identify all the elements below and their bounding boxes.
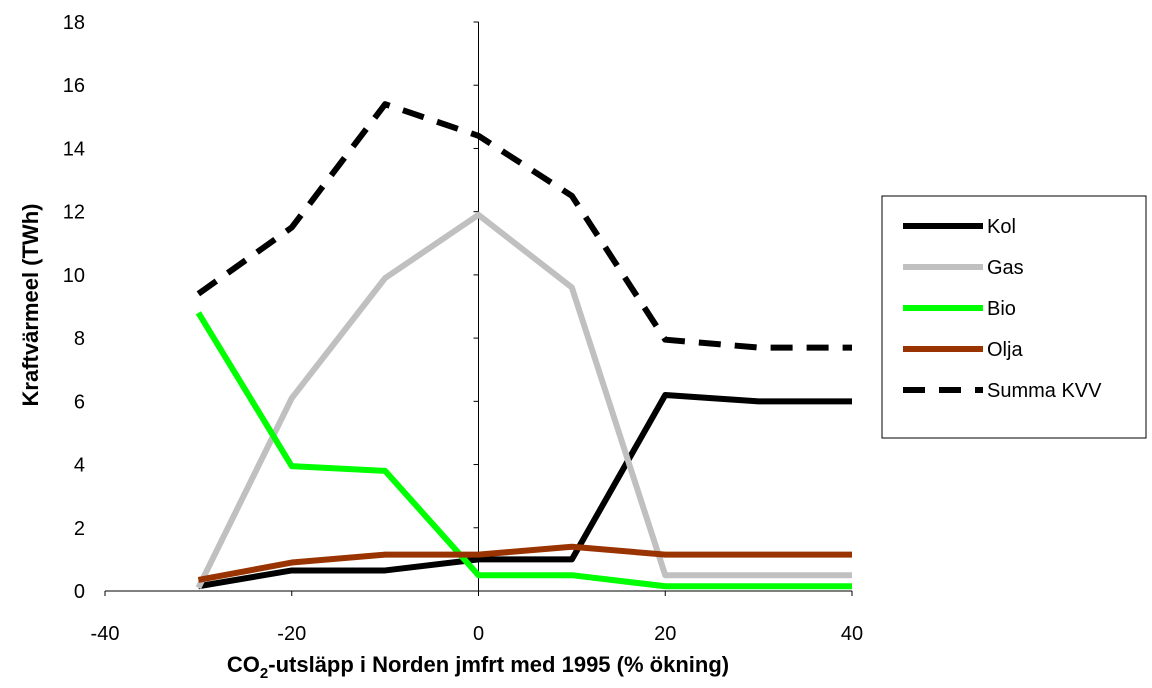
legend: Kol Gas Bio Olja Summa KVV — [881, 195, 1147, 439]
y-tick-label: 10 — [63, 265, 85, 287]
series-group — [195, 101, 852, 590]
x-axis-title-subscript: 2 — [260, 665, 268, 682]
series-line-summa-kvv — [196, 101, 852, 351]
y-tick-label: 18 — [63, 12, 85, 34]
axes — [104, 21, 853, 596]
y-tick-label: 0 — [74, 581, 85, 603]
y-tick-label: 2 — [74, 518, 85, 540]
legend-label-summa-kvv: Summa KVV — [987, 380, 1102, 402]
legend-label-bio: Bio — [987, 298, 1016, 320]
y-tick-label: 8 — [74, 328, 85, 350]
legend-label-kol: Kol — [987, 216, 1016, 238]
legend-label-gas: Gas — [987, 257, 1024, 279]
legend-label-olja: Olja — [987, 339, 1023, 361]
x-axis-title-before: CO — [227, 652, 260, 677]
x-tick-label: 0 — [473, 623, 484, 645]
x-tick-label: 40 — [841, 623, 863, 645]
series-line-olja — [197, 543, 852, 583]
x-axis-title: CO2-utsläpp i Norden jmfrt med 1995 (% ö… — [227, 652, 729, 682]
x-tick-label: -40 — [91, 623, 120, 645]
x-tick-label: -20 — [277, 623, 306, 645]
y-tick-label: 6 — [74, 391, 85, 413]
y-axis-title: Kraftvärmeel (TWh) — [18, 204, 43, 407]
y-tick-label: 14 — [63, 138, 85, 160]
y-tick-label: 16 — [63, 75, 85, 97]
series-line-gas — [195, 211, 852, 590]
y-tick-labels: 0 2 4 6 8 10 12 14 16 18 — [63, 12, 85, 603]
y-tick-label: 12 — [63, 202, 85, 224]
x-tick-labels: -40 -20 0 20 40 — [91, 623, 864, 645]
series-line-kol — [197, 392, 852, 590]
y-tick-label: 4 — [74, 455, 85, 477]
x-axis-title-after: -utsläpp i Norden jmfrt med 1995 (% ökni… — [268, 652, 729, 677]
legend-box — [881, 195, 1147, 439]
series-line-bio — [195, 311, 852, 590]
x-tick-label: 20 — [654, 623, 676, 645]
